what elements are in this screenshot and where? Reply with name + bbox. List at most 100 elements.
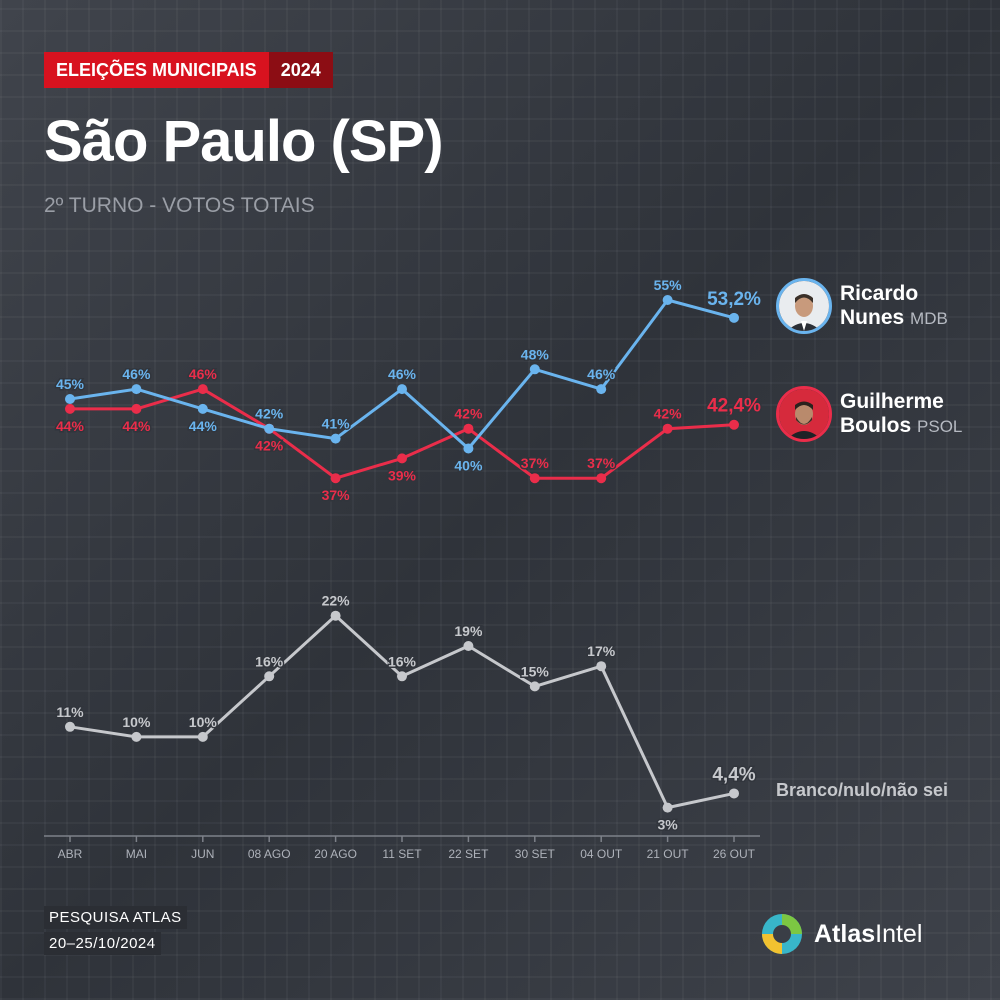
- page-title: São Paulo (SP): [44, 109, 444, 174]
- nunes-data-label: 42%: [255, 406, 284, 422]
- x-tick-label: ABR: [58, 847, 83, 861]
- x-tick-label: 11 SET: [382, 847, 422, 861]
- nunes-data-label: 44%: [189, 418, 218, 434]
- boulos-data-label: 37%: [521, 455, 550, 471]
- boulos-data-label: 37%: [322, 487, 351, 503]
- nunes-data-label: 45%: [56, 376, 85, 392]
- branco-data-label: 15%: [521, 663, 550, 679]
- candidate-boulos: Guilherme Boulos PSOL: [776, 386, 962, 442]
- branco-point: [197, 731, 208, 742]
- boulos-point: [131, 403, 142, 414]
- nunes-point: [529, 364, 540, 375]
- x-tick-label: 26 OUT: [713, 847, 756, 861]
- boulos-avatar: [776, 386, 832, 442]
- boulos-data-label: 42,4%: [707, 396, 761, 417]
- nunes-point: [596, 384, 607, 395]
- boulos-point: [197, 384, 208, 395]
- nunes-data-label: 48%: [521, 346, 550, 362]
- boulos-data-label: 42%: [654, 406, 683, 422]
- x-tick-label: 30 SET: [515, 847, 556, 861]
- boulos-party: PSOL: [917, 416, 963, 436]
- branco-point: [65, 721, 75, 732]
- nunes-point: [397, 384, 407, 395]
- x-tick-label: 04 OUT: [580, 847, 623, 861]
- atlasintel-logo: AtlasIntel: [760, 912, 922, 956]
- branco-data-label: 19%: [454, 623, 483, 639]
- nunes-point: [729, 312, 739, 323]
- x-tick-label: JUN: [191, 847, 214, 861]
- boulos-point: [397, 453, 407, 464]
- x-tick-label: 20 AGO: [314, 847, 357, 861]
- branco-data-label: 22%: [322, 593, 351, 609]
- nunes-point: [330, 433, 341, 444]
- nunes-name: Ricardo Nunes MDB: [840, 282, 948, 331]
- boulos-point: [729, 419, 739, 430]
- branco-data-label: 16%: [255, 653, 284, 669]
- nunes-last-name: Nunes: [840, 305, 905, 329]
- nunes-point: [662, 295, 673, 305]
- boulos-line: [68, 387, 736, 480]
- boulos-data-label: 44%: [122, 418, 151, 434]
- branco-data-label: 3%: [657, 817, 678, 833]
- source-label: PESQUISA ATLAS: [44, 906, 187, 929]
- boulos-data-label: 46%: [189, 366, 218, 382]
- boulos-last-name: Boulos: [840, 413, 912, 437]
- nunes-point: [131, 384, 142, 395]
- branco-data-label: 10%: [189, 714, 218, 730]
- nunes-data-label: 53,2%: [707, 289, 761, 310]
- boulos-data-label: 42%: [454, 406, 483, 422]
- boulos-point: [463, 423, 474, 434]
- branco-point: [529, 681, 540, 692]
- nunes-data-label: 55%: [654, 277, 683, 293]
- boulos-data-label: 44%: [56, 418, 85, 434]
- branco-data-label: 10%: [122, 714, 151, 730]
- branco-point: [596, 661, 607, 672]
- nunes-data-label: 46%: [122, 366, 151, 382]
- x-tick-label: 21 OUT: [647, 847, 690, 861]
- branco-point: [729, 788, 739, 799]
- logo-wordmark: AtlasIntel: [814, 920, 922, 949]
- logo-wordmark-bold: Atlas: [814, 919, 876, 948]
- source-dates: 20–25/10/2024: [44, 932, 161, 955]
- boulos-point: [596, 473, 607, 484]
- nunes-data-label: 46%: [587, 366, 616, 382]
- source-note: PESQUISA ATLAS 20–25/10/2024: [44, 906, 187, 958]
- x-tick-label: 22 SET: [448, 847, 489, 861]
- nunes-data-label: 40%: [454, 458, 483, 474]
- nunes-party: MDB: [910, 308, 948, 328]
- nunes-data-label: 46%: [388, 366, 417, 382]
- nunes-point: [197, 403, 208, 414]
- branco-point: [131, 731, 142, 742]
- badge-label: ELEIÇÕES MUNICIPAIS: [44, 52, 269, 88]
- branco-data-label: 17%: [587, 643, 616, 659]
- nunes-point: [264, 423, 275, 434]
- x-tick-label: MAI: [126, 847, 147, 861]
- boulos-point: [65, 403, 75, 414]
- branco-point: [264, 671, 275, 682]
- branco-point: [662, 802, 673, 813]
- boulos-point: [662, 423, 673, 434]
- candidate-nunes: Ricardo Nunes MDB: [776, 278, 948, 334]
- branco-point: [463, 641, 474, 651]
- branco-data-label: 4,4%: [712, 764, 755, 785]
- badge-year: 2024: [268, 52, 333, 88]
- logo-wordmark-light: Intel: [875, 919, 923, 948]
- nunes-point: [65, 394, 75, 404]
- boulos-point: [529, 473, 540, 484]
- x-tick-label: 08 AGO: [248, 847, 291, 861]
- chart-subtitle: 2º TURNO - VOTOS TOTAIS: [44, 194, 315, 217]
- nunes-data-label: 41%: [322, 416, 351, 432]
- boulos-first-name: Guilherme: [840, 389, 944, 413]
- branco-series-label: Branco/nulo/não sei: [776, 780, 948, 800]
- branco-point: [397, 671, 407, 682]
- election-badge: ELEIÇÕES MUNICIPAIS 2024: [44, 52, 333, 88]
- boulos-data-label: 42%: [255, 438, 284, 454]
- boulos-name: Guilherme Boulos PSOL: [840, 390, 962, 439]
- branco-data-label: 16%: [388, 653, 417, 669]
- atlas-globe-icon: [762, 914, 802, 954]
- nunes-avatar: [776, 278, 832, 334]
- boulos-data-label: 37%: [587, 455, 616, 471]
- nunes-first-name: Ricardo: [840, 281, 919, 305]
